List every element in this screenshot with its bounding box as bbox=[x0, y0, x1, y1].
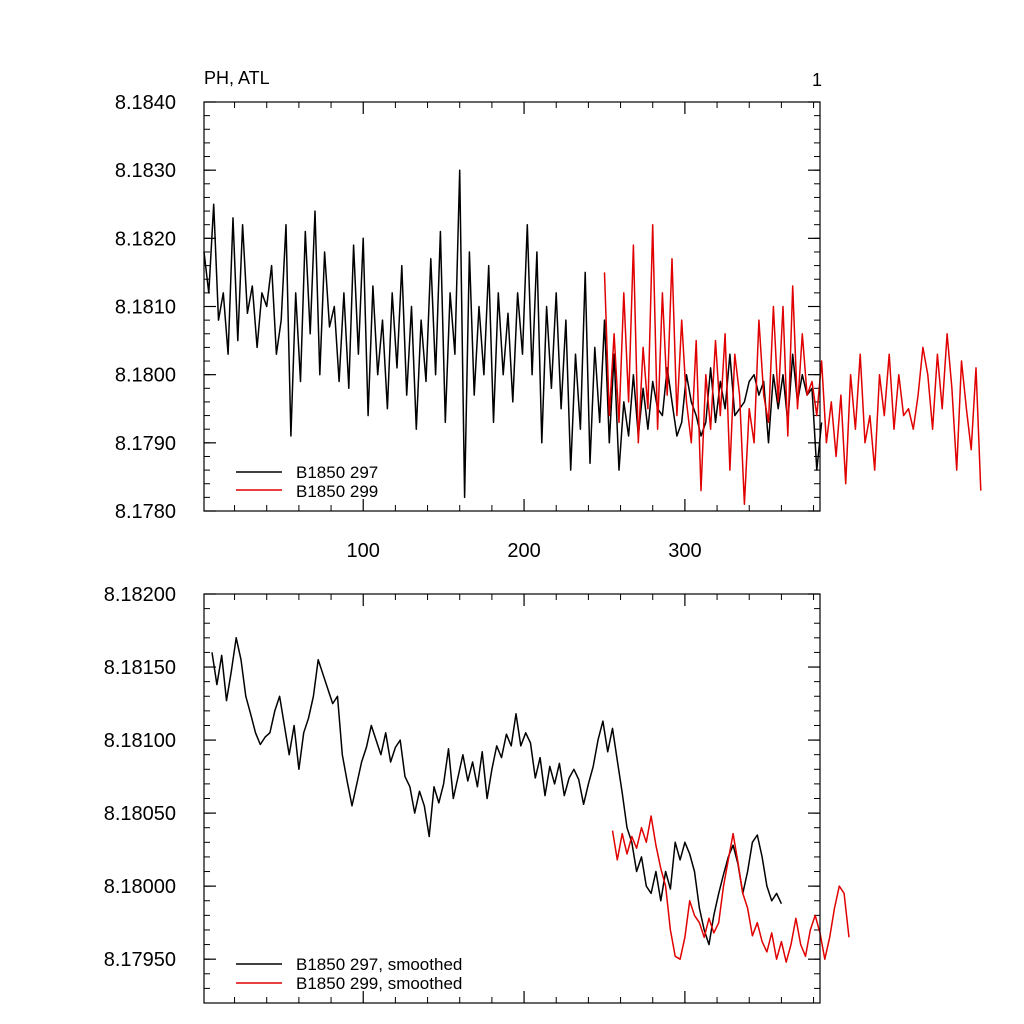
bottom-series-b1850-297-smoothed bbox=[211, 637, 783, 946]
top-y-tick-label: 8.1810 bbox=[115, 297, 176, 319]
bottom-y-tick-label: 8.18000 bbox=[104, 876, 176, 898]
bottom-y-tick-label: 8.18200 bbox=[104, 584, 176, 606]
legend-label-b1850-297: B1850 297 bbox=[296, 463, 378, 482]
top-panel: PH, ATL 1 8.1780 8.1790 8.1800 8.1810 8.1820… bbox=[115, 68, 982, 562]
bottom-y-tick-label: 8.17950 bbox=[104, 949, 176, 971]
bottom-panel-ticks: 8.17950 8.18000 8.18050 8.18100 8.18150 8.182… bbox=[104, 584, 820, 1004]
bottom-panel: 8.17950 8.18000 8.18050 8.18100 8.18150 8.182… bbox=[104, 584, 850, 1004]
top-x-tick-label: 100 bbox=[347, 540, 380, 562]
top-panel-frame bbox=[203, 101, 821, 512]
legend-label-b1850-297-smoothed: B1850 297, smoothed bbox=[296, 955, 462, 974]
bottom-panel-series bbox=[211, 637, 850, 963]
top-y-tick-label: 8.1830 bbox=[115, 160, 176, 182]
bottom-y-tick-label: 8.18050 bbox=[104, 803, 176, 825]
bottom-y-tick-label: 8.18100 bbox=[104, 730, 176, 752]
top-y-tick-label: 8.1790 bbox=[115, 433, 176, 455]
bottom-panel-legend: B1850 297, smoothed B1850 299, smoothed bbox=[236, 955, 462, 993]
bottom-panel-frame bbox=[203, 593, 821, 1004]
top-y-tick-label: 8.1840 bbox=[115, 92, 176, 114]
top-y-tick-label: 8.1780 bbox=[115, 501, 176, 523]
top-x-tick-label: 200 bbox=[507, 540, 540, 562]
top-panel-series bbox=[203, 169, 982, 505]
top-panel-legend: B1850 297 B1850 299 bbox=[236, 463, 378, 501]
legend-label-b1850-299-smoothed: B1850 299, smoothed bbox=[296, 974, 462, 993]
bottom-y-tick-label: 8.18150 bbox=[104, 657, 176, 679]
top-panel-title: PH, ATL bbox=[204, 68, 270, 88]
top-panel-corner-label: 1 bbox=[812, 70, 822, 90]
legend-label-b1850-299: B1850 299 bbox=[296, 482, 378, 501]
top-y-tick-label: 8.1820 bbox=[115, 228, 176, 250]
top-series-b1850-299 bbox=[603, 223, 982, 505]
top-x-tick-label: 300 bbox=[668, 540, 701, 562]
bottom-series-b1850-299-smoothed bbox=[611, 815, 850, 963]
top-y-tick-label: 8.1800 bbox=[115, 365, 176, 387]
